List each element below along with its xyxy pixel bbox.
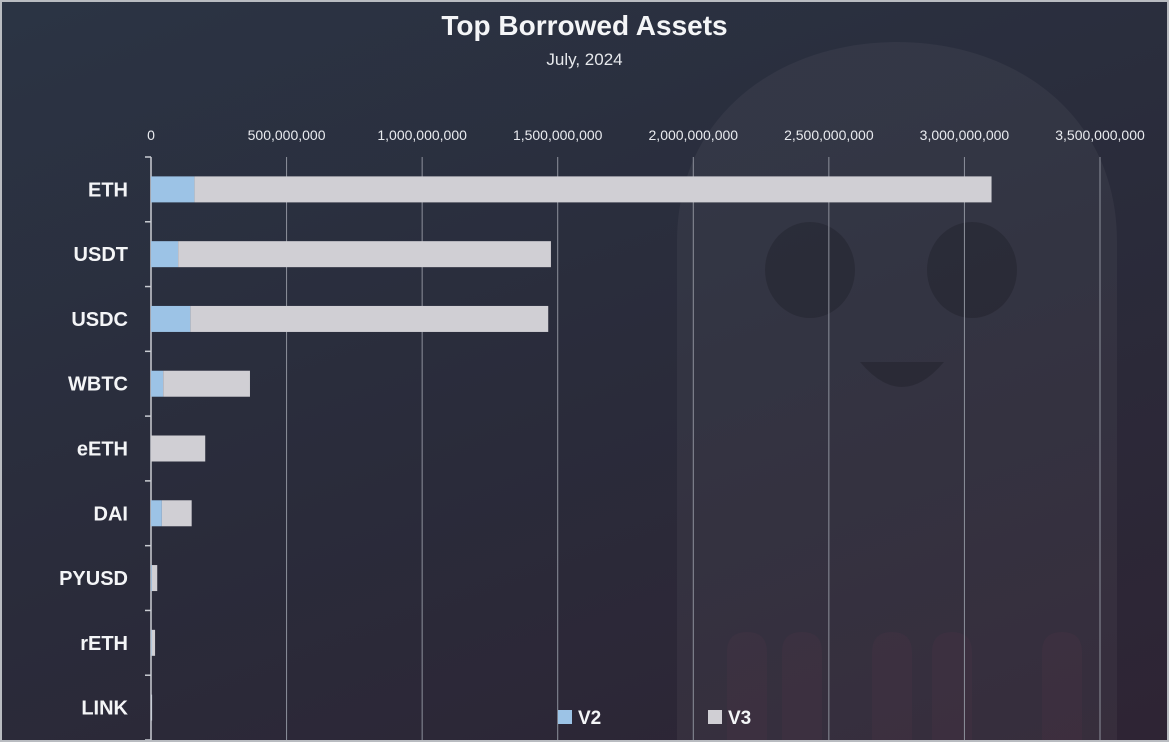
- bar-v2-wbtc: [151, 370, 164, 397]
- bar-v2-usdt: [151, 241, 179, 268]
- chart-title: Top Borrowed Assets: [441, 10, 728, 41]
- x-tick-label: 3,000,000,000: [920, 127, 1010, 143]
- bars: [151, 176, 992, 721]
- bar-v3-eth: [194, 176, 992, 203]
- legend-swatch-v2: [558, 710, 572, 724]
- legend: V2 V3: [558, 708, 751, 729]
- legend-label-v3: V3: [728, 708, 751, 729]
- bar-v3-wbtc: [163, 370, 250, 397]
- category-label: USDC: [71, 309, 128, 331]
- bar-v3-dai: [161, 500, 192, 527]
- category-labels: ETH USDT USDC WBTC eETH DAI PYUSD rETH LINK: [59, 179, 128, 719]
- x-tick-label: 2,500,000,000: [784, 127, 874, 143]
- category-label: eETH: [77, 439, 128, 461]
- x-tick-label: 1,000,000,000: [377, 127, 467, 143]
- x-tick-label: 0: [147, 127, 155, 143]
- category-label: USDT: [74, 244, 128, 266]
- bar-v3-eeth: [151, 435, 206, 462]
- x-axis-ticks: 0 500,000,000 1,000,000,000 1,500,000,000 2,…: [147, 127, 1145, 143]
- bar-v3-usdc: [190, 305, 549, 332]
- category-label: LINK: [81, 698, 128, 720]
- category-label: WBTC: [68, 374, 128, 396]
- bar-v2-reth: [151, 629, 152, 656]
- chart-subtitle: July, 2024: [546, 50, 623, 69]
- category-label: rETH: [80, 633, 128, 655]
- x-tick-label: 500,000,000: [248, 127, 326, 143]
- bar-v3-usdt: [178, 241, 551, 268]
- bar-v3-link: [151, 694, 153, 721]
- bar-v2-dai: [151, 500, 162, 527]
- category-label: PYUSD: [59, 568, 128, 590]
- bar-v3-pyusd: [151, 565, 158, 592]
- legend-swatch-v3: [708, 710, 722, 724]
- gridlines: [286, 157, 1101, 740]
- category-label: ETH: [88, 179, 128, 201]
- x-tick-label: 1,500,000,000: [513, 127, 603, 143]
- x-tick-label: 2,000,000,000: [649, 127, 739, 143]
- y-axis: [145, 156, 152, 740]
- x-tick-label: 3,500,000,000: [1055, 127, 1145, 143]
- bar-v2-usdc: [151, 305, 191, 332]
- legend-label-v2: V2: [578, 708, 601, 729]
- bar-v3-reth: [151, 629, 156, 656]
- bar-v2-eth: [151, 176, 195, 203]
- category-label: DAI: [94, 503, 128, 525]
- bar-v2-pyusd: [151, 565, 152, 592]
